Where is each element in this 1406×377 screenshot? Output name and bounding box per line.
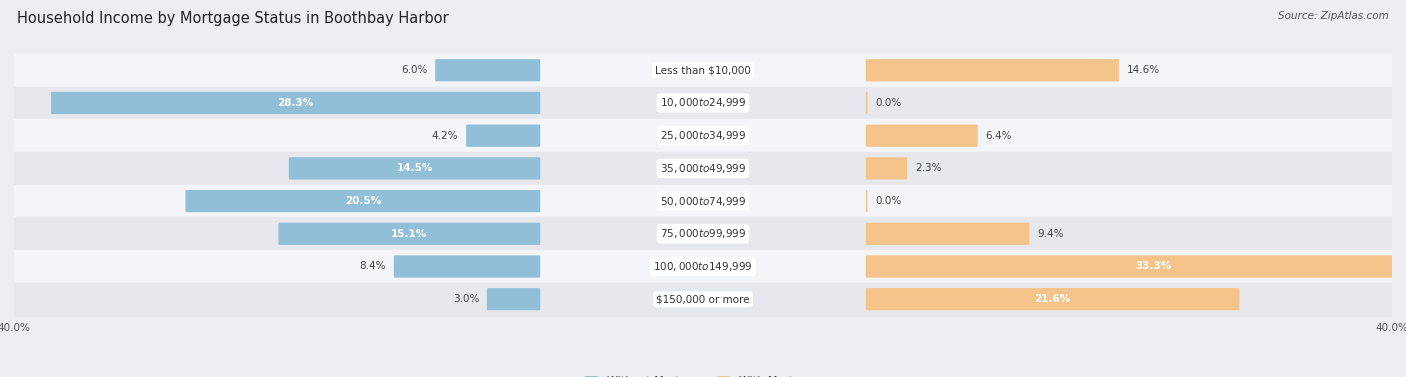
FancyBboxPatch shape [866, 190, 868, 212]
Text: 14.6%: 14.6% [1126, 65, 1160, 75]
FancyBboxPatch shape [186, 190, 540, 212]
Text: 4.2%: 4.2% [432, 131, 458, 141]
Text: 21.6%: 21.6% [1035, 294, 1071, 304]
Bar [14, 185, 1392, 218]
Bar [14, 87, 1392, 120]
Text: $35,000 to $49,999: $35,000 to $49,999 [659, 162, 747, 175]
FancyBboxPatch shape [866, 157, 907, 179]
Text: 0.0%: 0.0% [875, 98, 901, 108]
Text: 15.1%: 15.1% [391, 229, 427, 239]
Text: $50,000 to $74,999: $50,000 to $74,999 [659, 195, 747, 208]
FancyBboxPatch shape [288, 157, 540, 179]
FancyBboxPatch shape [866, 288, 1240, 310]
FancyBboxPatch shape [866, 255, 1406, 277]
FancyBboxPatch shape [866, 92, 868, 114]
Text: 8.4%: 8.4% [360, 262, 387, 271]
Text: 6.4%: 6.4% [986, 131, 1012, 141]
FancyBboxPatch shape [436, 59, 540, 81]
Bar [14, 250, 1392, 283]
Text: 6.0%: 6.0% [401, 65, 427, 75]
Text: 33.3%: 33.3% [1135, 262, 1171, 271]
Text: 3.0%: 3.0% [453, 294, 479, 304]
Text: Household Income by Mortgage Status in Boothbay Harbor: Household Income by Mortgage Status in B… [17, 11, 449, 26]
Text: $25,000 to $34,999: $25,000 to $34,999 [659, 129, 747, 142]
Text: Less than $10,000: Less than $10,000 [655, 65, 751, 75]
Text: 14.5%: 14.5% [396, 163, 433, 173]
FancyBboxPatch shape [866, 124, 977, 147]
Text: $10,000 to $24,999: $10,000 to $24,999 [659, 97, 747, 109]
FancyBboxPatch shape [51, 92, 540, 114]
Text: $75,000 to $99,999: $75,000 to $99,999 [659, 227, 747, 240]
Text: 9.4%: 9.4% [1038, 229, 1063, 239]
Bar [14, 120, 1392, 152]
FancyBboxPatch shape [394, 255, 540, 277]
FancyBboxPatch shape [278, 223, 540, 245]
FancyBboxPatch shape [866, 59, 1119, 81]
FancyBboxPatch shape [486, 288, 540, 310]
Text: 20.5%: 20.5% [344, 196, 381, 206]
Bar [14, 152, 1392, 185]
Bar [14, 218, 1392, 250]
Bar [14, 54, 1392, 87]
Text: 0.0%: 0.0% [875, 196, 901, 206]
Legend: Without Mortgage, With Mortgage: Without Mortgage, With Mortgage [581, 372, 825, 377]
Text: 28.3%: 28.3% [277, 98, 314, 108]
FancyBboxPatch shape [467, 124, 540, 147]
Text: Source: ZipAtlas.com: Source: ZipAtlas.com [1278, 11, 1389, 21]
Text: $150,000 or more: $150,000 or more [657, 294, 749, 304]
FancyBboxPatch shape [866, 223, 1029, 245]
Text: 2.3%: 2.3% [915, 163, 942, 173]
Text: $100,000 to $149,999: $100,000 to $149,999 [654, 260, 752, 273]
Bar [14, 283, 1392, 316]
